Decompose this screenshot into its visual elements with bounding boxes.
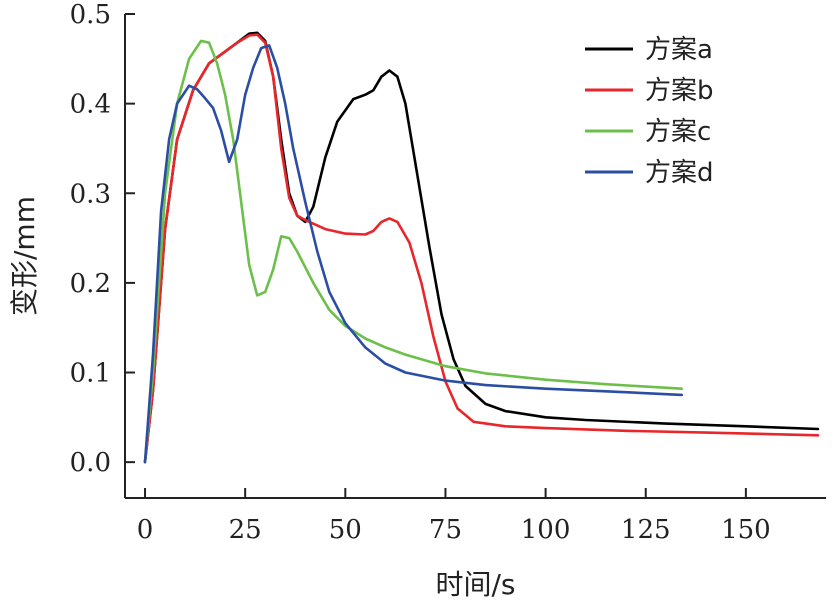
x-axis-ticks: 0 25 50 75 100 125 150 — [137, 488, 771, 545]
legend: 方案a 方案b 方案c 方案d — [585, 35, 714, 188]
x-tick-label: 25 — [229, 515, 262, 545]
x-tick-label: 150 — [721, 515, 771, 545]
x-tick-label: 75 — [429, 515, 462, 545]
series-layer — [143, 31, 820, 464]
y-tick-label: 0.1 — [70, 359, 111, 389]
series-line-b — [143, 33, 820, 464]
series-line-c — [143, 39, 684, 464]
y-tick-label: 0.0 — [70, 448, 111, 478]
y-axis-ticks: 0.0 0.1 0.2 0.3 0.4 0.5 — [70, 0, 135, 478]
x-tick-label: 50 — [329, 515, 362, 545]
x-tick-label: 125 — [621, 515, 671, 545]
series-line-d — [143, 44, 684, 464]
x-tick-label: 100 — [521, 515, 571, 545]
y-tick-label: 0.2 — [70, 269, 111, 299]
legend-label: 方案c — [645, 117, 711, 147]
x-axis-title: 时间/s — [435, 568, 515, 601]
axes — [124, 14, 826, 499]
x-tick-label: 0 — [137, 515, 154, 545]
legend-label: 方案b — [645, 76, 714, 106]
y-tick-label: 0.5 — [70, 0, 111, 30]
y-tick-label: 0.3 — [70, 179, 111, 209]
y-tick-label: 0.4 — [70, 90, 111, 120]
legend-label: 方案a — [645, 35, 713, 65]
y-axis-title: 变形/mm — [8, 196, 41, 316]
legend-label: 方案d — [645, 158, 714, 188]
